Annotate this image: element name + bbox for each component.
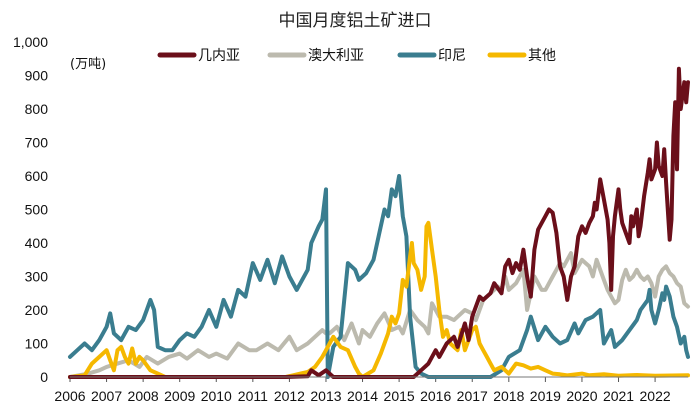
series-line-0 [68,66,690,379]
y-axis-ticks: 0 100 200 300 400 500 600 700 800 900 1,000 [13,34,48,385]
legend-label-2: 印尼 [438,48,466,64]
x-tick-label: 2015 [384,388,415,404]
x-tick-label: 2010 [201,388,232,404]
legend-label-3: 其他 [528,48,556,64]
y-tick-label: 1,000 [13,34,48,50]
x-tick-label: 2008 [128,388,159,404]
x-tick-label: 2013 [310,388,341,404]
y-tick-label: 900 [25,68,49,84]
y-tick-label: 200 [25,302,49,318]
x-tick-label: 2006 [54,388,85,404]
x-tick-label: 2021 [603,388,634,404]
y-tick-label: 0 [40,369,48,385]
y-tick-label: 700 [25,135,49,151]
series-lines [68,66,690,379]
x-tick-label: 2020 [566,388,597,404]
series-line-3 [68,220,690,379]
x-tick-label: 2022 [640,388,671,404]
x-tick-label: 2018 [493,388,524,404]
legend-label-1: 澳大利亚 [308,48,364,64]
y-tick-label: 800 [25,101,49,117]
legend-label-0: 几内亚 [198,48,240,64]
x-tick-label: 2017 [457,388,488,404]
y-axis-unit-label: (万吨) [70,57,106,72]
y-tick-label: 100 [25,336,49,352]
x-tick-label: 2007 [91,388,122,404]
x-tick-label: 2016 [420,388,451,404]
x-tick-label: 2009 [164,388,195,404]
x-tick-label: 2019 [530,388,561,404]
y-tick-label: 600 [25,168,49,184]
series-line-2 [68,174,690,379]
x-tick-label: 2012 [274,388,305,404]
y-tick-label: 500 [25,202,49,218]
series-line-1 [68,251,690,379]
chart-title: 中国月度铝土矿进口 [279,11,432,31]
legend: 几内亚 澳大利亚 印尼 其他 [157,48,556,64]
x-tick-label: 2014 [347,388,378,404]
y-tick-label: 400 [25,235,49,251]
y-tick-label: 300 [25,269,49,285]
x-axis-ticks: 2006 2007 2008 2009 2010 2011 2012 2013 2014 2015… [54,377,671,404]
x-tick-label: 2011 [238,388,268,404]
